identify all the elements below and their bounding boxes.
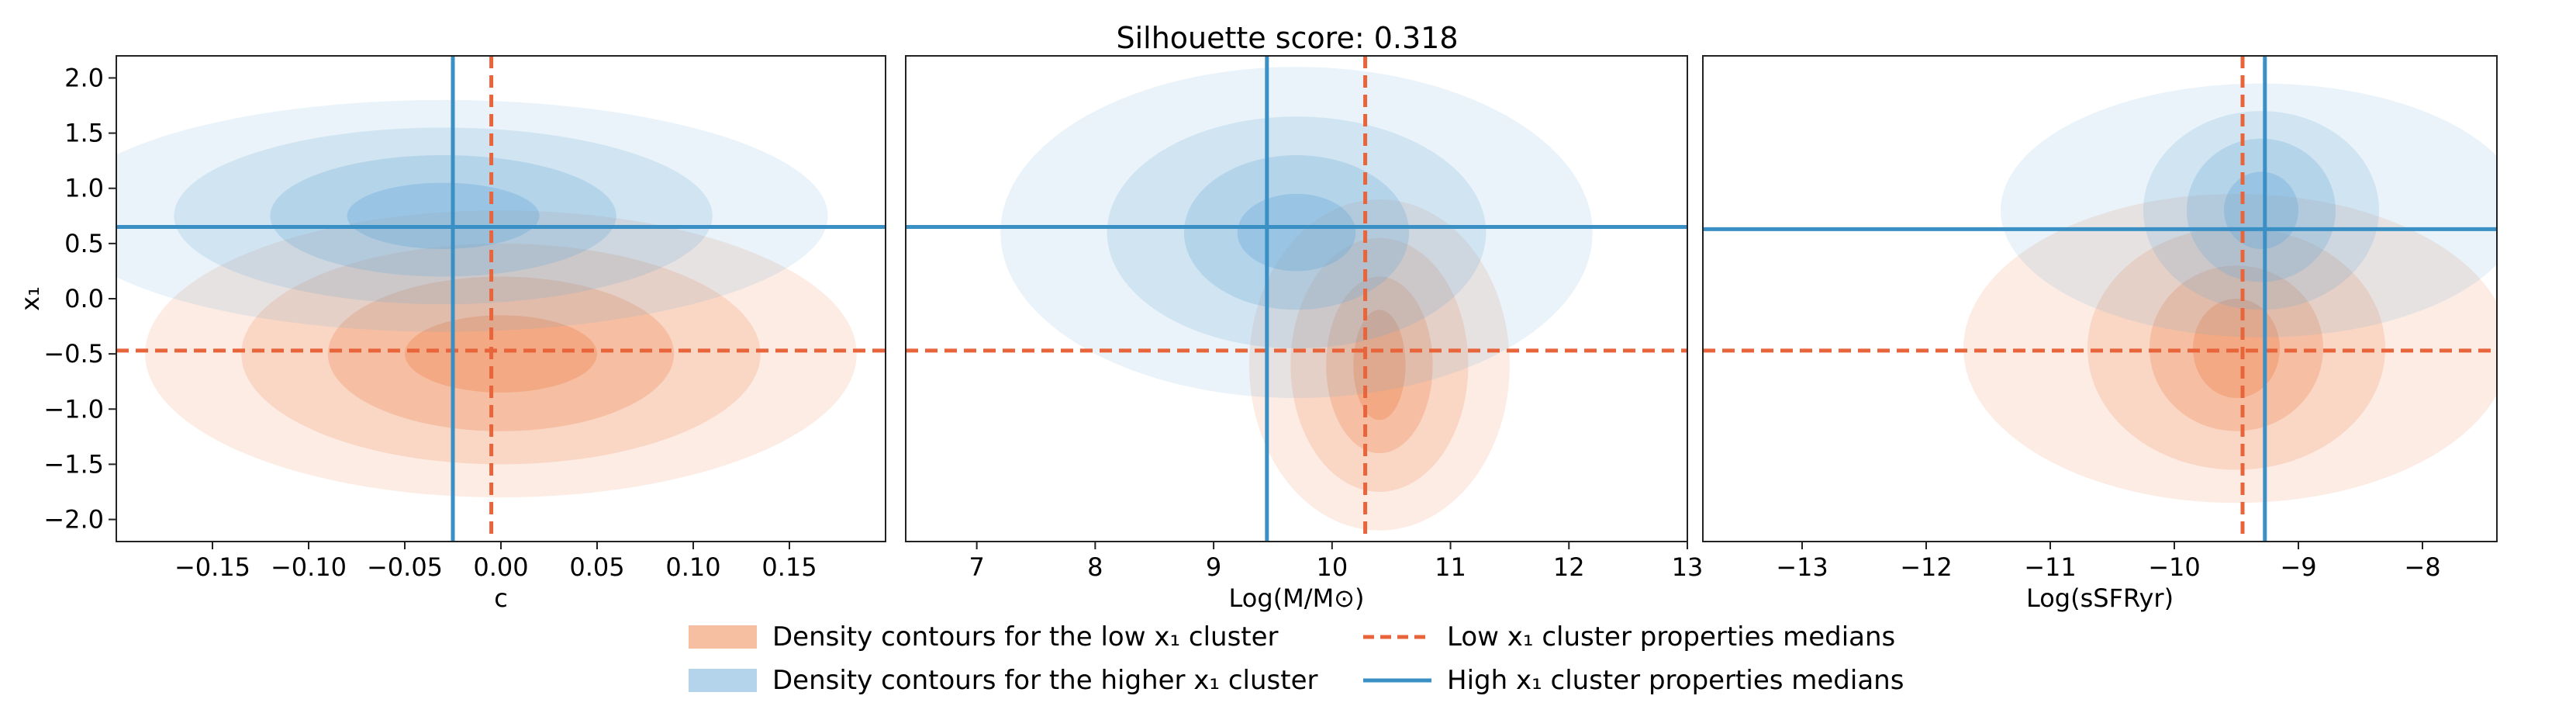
- high-cluster-contour: [270, 155, 616, 277]
- y-tick-label: −1.5: [43, 449, 104, 479]
- x-tick-label: 11: [1435, 552, 1466, 582]
- x-tick-label: −0.15: [174, 552, 250, 582]
- x-tick-label: −9: [2280, 552, 2316, 582]
- high-cluster-contour: [1107, 116, 1487, 349]
- low-cluster-contour: [2150, 265, 2323, 431]
- x-axis-label: c: [494, 583, 508, 613]
- high-cluster-contour: [1183, 155, 1410, 310]
- x-tick-label: −13: [1776, 552, 1828, 582]
- y-tick-label: −2.0: [43, 505, 104, 535]
- x-tick-label: −12: [1900, 552, 1953, 582]
- x-tick-label: 12: [1553, 552, 1585, 582]
- legend-low-line-label: Low x₁ cluster properties medians: [1447, 621, 1895, 652]
- y-tick-label: 0.0: [64, 284, 104, 313]
- y-tick-label: 2.0: [64, 63, 104, 92]
- panel-mass: 7 8 9 10 11 12 13 Log(M/M⊙): [905, 55, 1704, 613]
- x-tick-label: 7: [969, 552, 984, 582]
- high-cluster-contour: [1000, 67, 1593, 399]
- x-tick-label: 10: [1316, 552, 1348, 582]
- legend-low-patch: [689, 625, 757, 649]
- y-tick-label: 0.5: [64, 229, 104, 258]
- axes-frame: [1702, 55, 2498, 542]
- panel-c: −0.15 −0.10 −0.05 0.00 0.05 0.10 0.15 2.0 1.5 1.0…: [16, 55, 886, 613]
- high-cluster-contour: [1237, 193, 1356, 272]
- chart-title: Silhouette score: 0.318: [1116, 21, 1458, 55]
- low-cluster-contour: [1963, 193, 2497, 504]
- legend-high-patch: [689, 669, 757, 692]
- x-axis-label: Log(sSFRyr): [2026, 583, 2174, 613]
- axes-frame: [905, 55, 1688, 542]
- contour-layer: [906, 56, 1687, 542]
- x-tick-label: 8: [1087, 552, 1103, 582]
- x-axis-label: Log(M/M⊙): [1229, 583, 1365, 613]
- x-tick-label: 13: [1672, 552, 1704, 582]
- y-tick-label: 1.5: [64, 119, 104, 148]
- x-tick-label: −10: [2148, 552, 2201, 582]
- legend-low-patch-label: Density contours for the low x₁ cluster: [772, 621, 1279, 652]
- high-cluster-contour: [2224, 171, 2298, 249]
- high-cluster-contour: [2001, 83, 2497, 337]
- contour-layer: [116, 56, 886, 542]
- x-tick-label: −8: [2404, 552, 2440, 582]
- x-tick-label: 0.10: [665, 552, 720, 582]
- legend-high-patch-label: Density contours for the higher x₁ clust…: [772, 665, 1317, 696]
- low-cluster-contour: [1326, 276, 1433, 454]
- low-cluster-contour: [241, 243, 761, 465]
- x-tick-label: −11: [2024, 552, 2077, 582]
- low-cluster-contour: [1248, 199, 1510, 531]
- low-cluster-contour: [2193, 299, 2280, 399]
- high-cluster-contour: [2143, 111, 2379, 310]
- high-cluster-contour: [116, 99, 828, 332]
- low-cluster-contour: [1290, 237, 1469, 492]
- high-cluster-contour: [2187, 138, 2336, 282]
- x-tick-label: −0.05: [367, 552, 443, 582]
- y-tick-label: −0.5: [43, 339, 104, 369]
- low-cluster-contour: [145, 210, 857, 498]
- x-tick-label: 0.15: [761, 552, 817, 582]
- x-tick-label: 0.00: [473, 552, 528, 582]
- x-tick-label: 0.05: [569, 552, 624, 582]
- high-cluster-contour: [347, 182, 540, 249]
- low-cluster-contour: [2087, 227, 2385, 470]
- x-tick-label: −0.10: [271, 552, 347, 582]
- legend: Density contours for the low x₁ cluster …: [689, 621, 1904, 696]
- x-tick-label: 9: [1206, 552, 1221, 582]
- y-tick-label: −1.0: [43, 394, 104, 424]
- legend-high-line-label: High x₁ cluster properties medians: [1447, 665, 1904, 696]
- high-cluster-contour: [174, 127, 713, 305]
- panel-ssfr: −13 −12 −11 −10 −9 −8 Log(sSFRyr): [1702, 55, 2498, 613]
- y-tick-label: 1.0: [64, 174, 104, 203]
- low-cluster-contour: [327, 276, 675, 431]
- y-axis-label: x₁: [16, 286, 45, 311]
- contour-layer: [1703, 56, 2497, 542]
